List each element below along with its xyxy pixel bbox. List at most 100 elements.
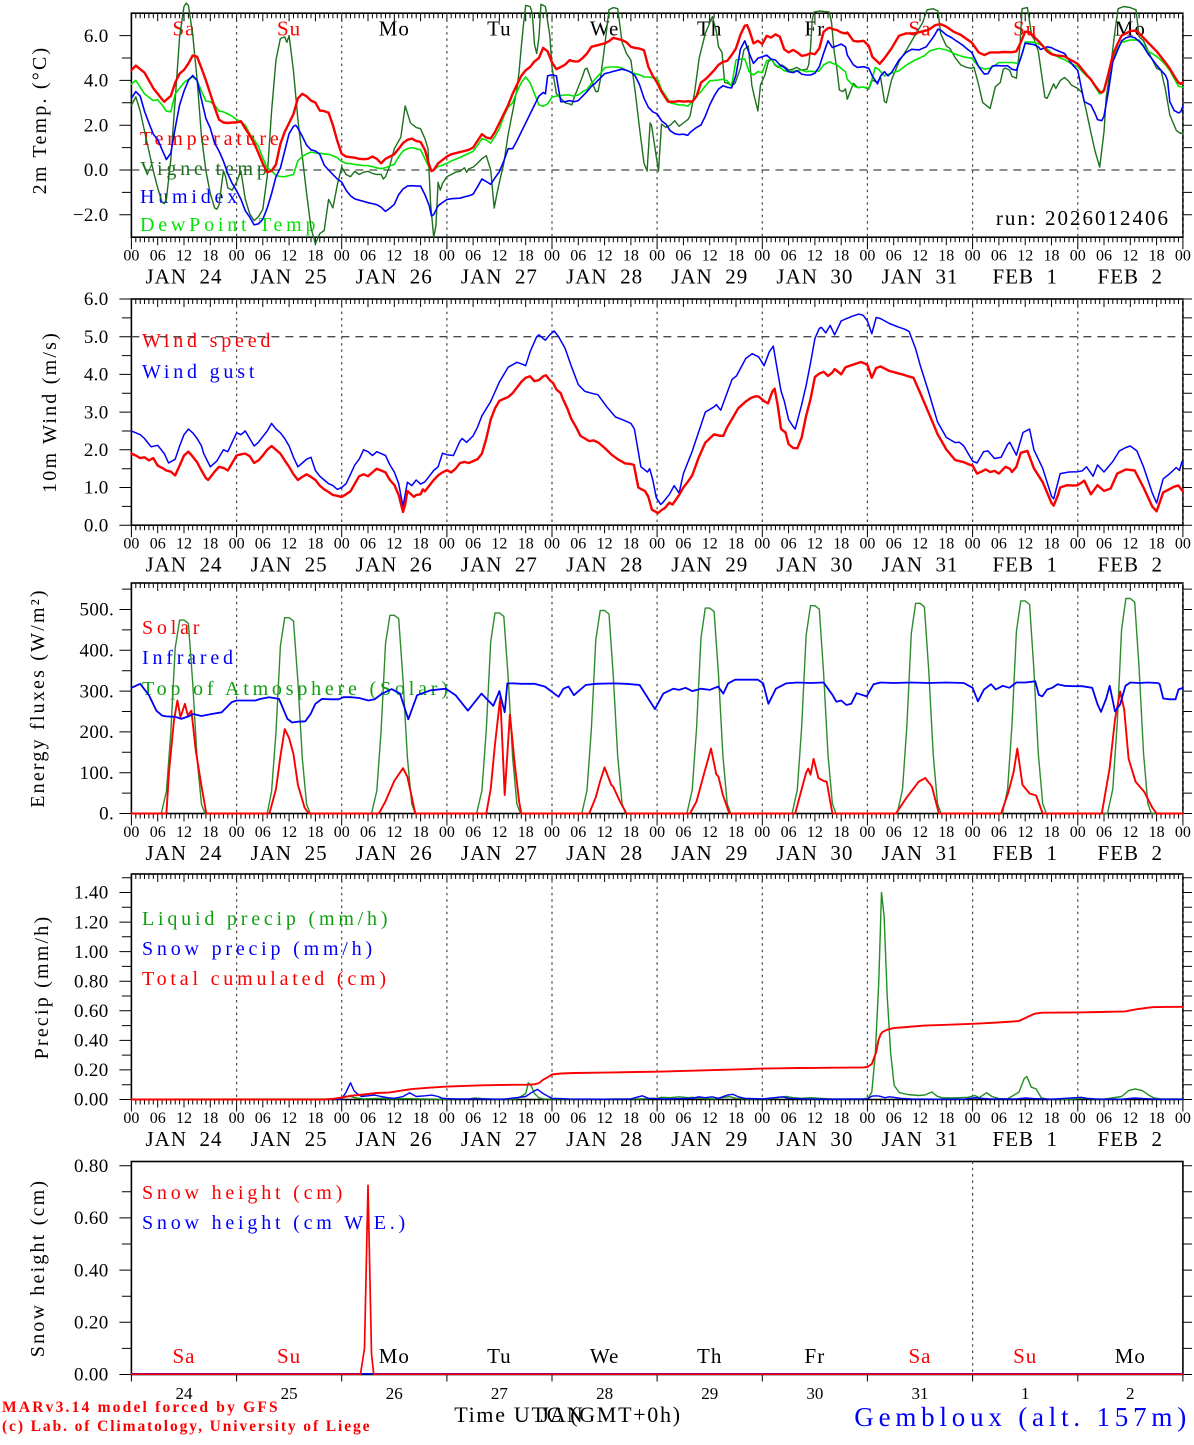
svg-text:500.: 500.	[80, 600, 114, 621]
svg-text:Snow height (cm): Snow height (cm)	[27, 1179, 49, 1358]
svg-text:18: 18	[413, 248, 429, 265]
svg-text:06: 06	[570, 536, 586, 553]
svg-text:18: 18	[307, 536, 323, 553]
svg-text:Wind speed: Wind speed	[142, 330, 274, 352]
svg-text:Mo: Mo	[379, 1344, 410, 1368]
svg-text:12: 12	[1122, 824, 1138, 841]
svg-text:18: 18	[1044, 536, 1060, 553]
svg-text:00: 00	[544, 1110, 560, 1127]
svg-text:00: 00	[965, 1110, 981, 1127]
svg-text:12: 12	[807, 248, 823, 265]
svg-text:06: 06	[991, 248, 1007, 265]
svg-text:06: 06	[360, 824, 376, 841]
svg-text:0.00: 0.00	[74, 1090, 108, 1111]
svg-text:18: 18	[728, 536, 744, 553]
svg-text:JAN 24: JAN 24	[145, 1127, 222, 1151]
svg-text:Fr: Fr	[805, 17, 826, 41]
svg-text:06: 06	[886, 248, 902, 265]
svg-text:00: 00	[544, 248, 560, 265]
svg-text:06: 06	[255, 536, 271, 553]
svg-text:JAN 30: JAN 30	[776, 265, 853, 289]
svg-text:06: 06	[1096, 1110, 1112, 1127]
svg-text:18: 18	[413, 824, 429, 841]
svg-text:00: 00	[334, 536, 350, 553]
svg-text:18: 18	[623, 1110, 639, 1127]
svg-text:12: 12	[281, 824, 297, 841]
svg-text:0.0: 0.0	[84, 160, 109, 181]
svg-text:3.0: 3.0	[84, 402, 109, 423]
svg-text:Infrared: Infrared	[142, 647, 237, 669]
svg-text:JAN 26: JAN 26	[356, 1127, 433, 1151]
svg-text:12: 12	[597, 824, 613, 841]
svg-text:06: 06	[570, 824, 586, 841]
svg-text:12: 12	[281, 1110, 297, 1127]
svg-text:JAN 27: JAN 27	[461, 841, 538, 865]
svg-text:0.60: 0.60	[74, 1001, 108, 1022]
svg-text:18: 18	[413, 1110, 429, 1127]
svg-text:400.: 400.	[80, 641, 114, 662]
svg-text:JAN 29: JAN 29	[671, 841, 748, 865]
svg-text:4.0: 4.0	[84, 71, 109, 92]
svg-text:00: 00	[229, 1110, 245, 1127]
svg-text:00: 00	[649, 536, 665, 553]
svg-text:300.: 300.	[80, 681, 114, 702]
svg-text:2m Temp. (°C): 2m Temp. (°C)	[29, 46, 51, 195]
svg-text:DewPoint Temp: DewPoint Temp	[140, 214, 319, 236]
svg-text:JAN 26: JAN 26	[356, 841, 433, 865]
svg-text:26: 26	[386, 1384, 403, 1403]
svg-text:00: 00	[334, 824, 350, 841]
svg-text:Top of Atmosphere (Solar): Top of Atmosphere (Solar)	[142, 678, 452, 700]
svg-text:06: 06	[781, 1110, 797, 1127]
svg-text:18: 18	[307, 248, 323, 265]
svg-text:00: 00	[859, 536, 875, 553]
svg-text:00: 00	[1175, 824, 1191, 841]
svg-text:18: 18	[728, 1110, 744, 1127]
svg-text:FEB 2: FEB 2	[1098, 841, 1164, 865]
svg-text:12: 12	[912, 1110, 928, 1127]
svg-text:25: 25	[281, 1384, 298, 1403]
svg-text:12: 12	[1017, 248, 1033, 265]
svg-text:29: 29	[701, 1384, 718, 1403]
svg-text:4.0: 4.0	[84, 365, 109, 386]
svg-text:0.20: 0.20	[74, 1060, 108, 1081]
svg-text:Wind gust: Wind gust	[142, 361, 258, 383]
svg-text:00: 00	[754, 536, 770, 553]
svg-text:0.40: 0.40	[74, 1260, 108, 1281]
svg-text:12: 12	[386, 824, 402, 841]
svg-text:06: 06	[255, 1110, 271, 1127]
svg-text:18: 18	[728, 824, 744, 841]
svg-text:00: 00	[123, 824, 139, 841]
svg-text:00: 00	[439, 824, 455, 841]
svg-text:12: 12	[1017, 1110, 1033, 1127]
svg-text:12: 12	[281, 536, 297, 553]
svg-text:18: 18	[202, 1110, 218, 1127]
svg-text:12: 12	[597, 536, 613, 553]
svg-text:00: 00	[965, 824, 981, 841]
svg-text:12: 12	[176, 1110, 192, 1127]
svg-text:(c) Lab. of Climatology, Unive: (c) Lab. of Climatology, University of L…	[2, 1418, 371, 1435]
svg-text:18: 18	[938, 1110, 954, 1127]
svg-text:2: 2	[1126, 1384, 1135, 1403]
svg-text:MARv3.14 model forced by GFS: MARv3.14 model forced by GFS	[2, 1399, 280, 1416]
svg-text:12: 12	[1017, 824, 1033, 841]
svg-text:00: 00	[544, 824, 560, 841]
svg-text:12: 12	[176, 248, 192, 265]
svg-text:12: 12	[386, 536, 402, 553]
svg-text:00: 00	[1070, 824, 1086, 841]
svg-text:JAN 30: JAN 30	[776, 841, 853, 865]
svg-text:18: 18	[833, 248, 849, 265]
svg-text:JAN 25: JAN 25	[251, 1127, 328, 1151]
svg-text:00: 00	[1070, 248, 1086, 265]
svg-text:06: 06	[675, 824, 691, 841]
svg-text:18: 18	[518, 1110, 534, 1127]
svg-text:Th: Th	[697, 1344, 722, 1368]
svg-text:0.40: 0.40	[74, 1031, 108, 1052]
svg-text:JAN 25: JAN 25	[251, 841, 328, 865]
svg-text:run: 2026012406: run: 2026012406	[996, 206, 1170, 230]
svg-text:0.20: 0.20	[74, 1313, 108, 1334]
svg-text:100.: 100.	[80, 763, 114, 784]
svg-text:00: 00	[229, 248, 245, 265]
svg-text:06: 06	[1096, 824, 1112, 841]
svg-text:00: 00	[1175, 536, 1191, 553]
svg-text:FEB 1: FEB 1	[992, 1127, 1058, 1151]
